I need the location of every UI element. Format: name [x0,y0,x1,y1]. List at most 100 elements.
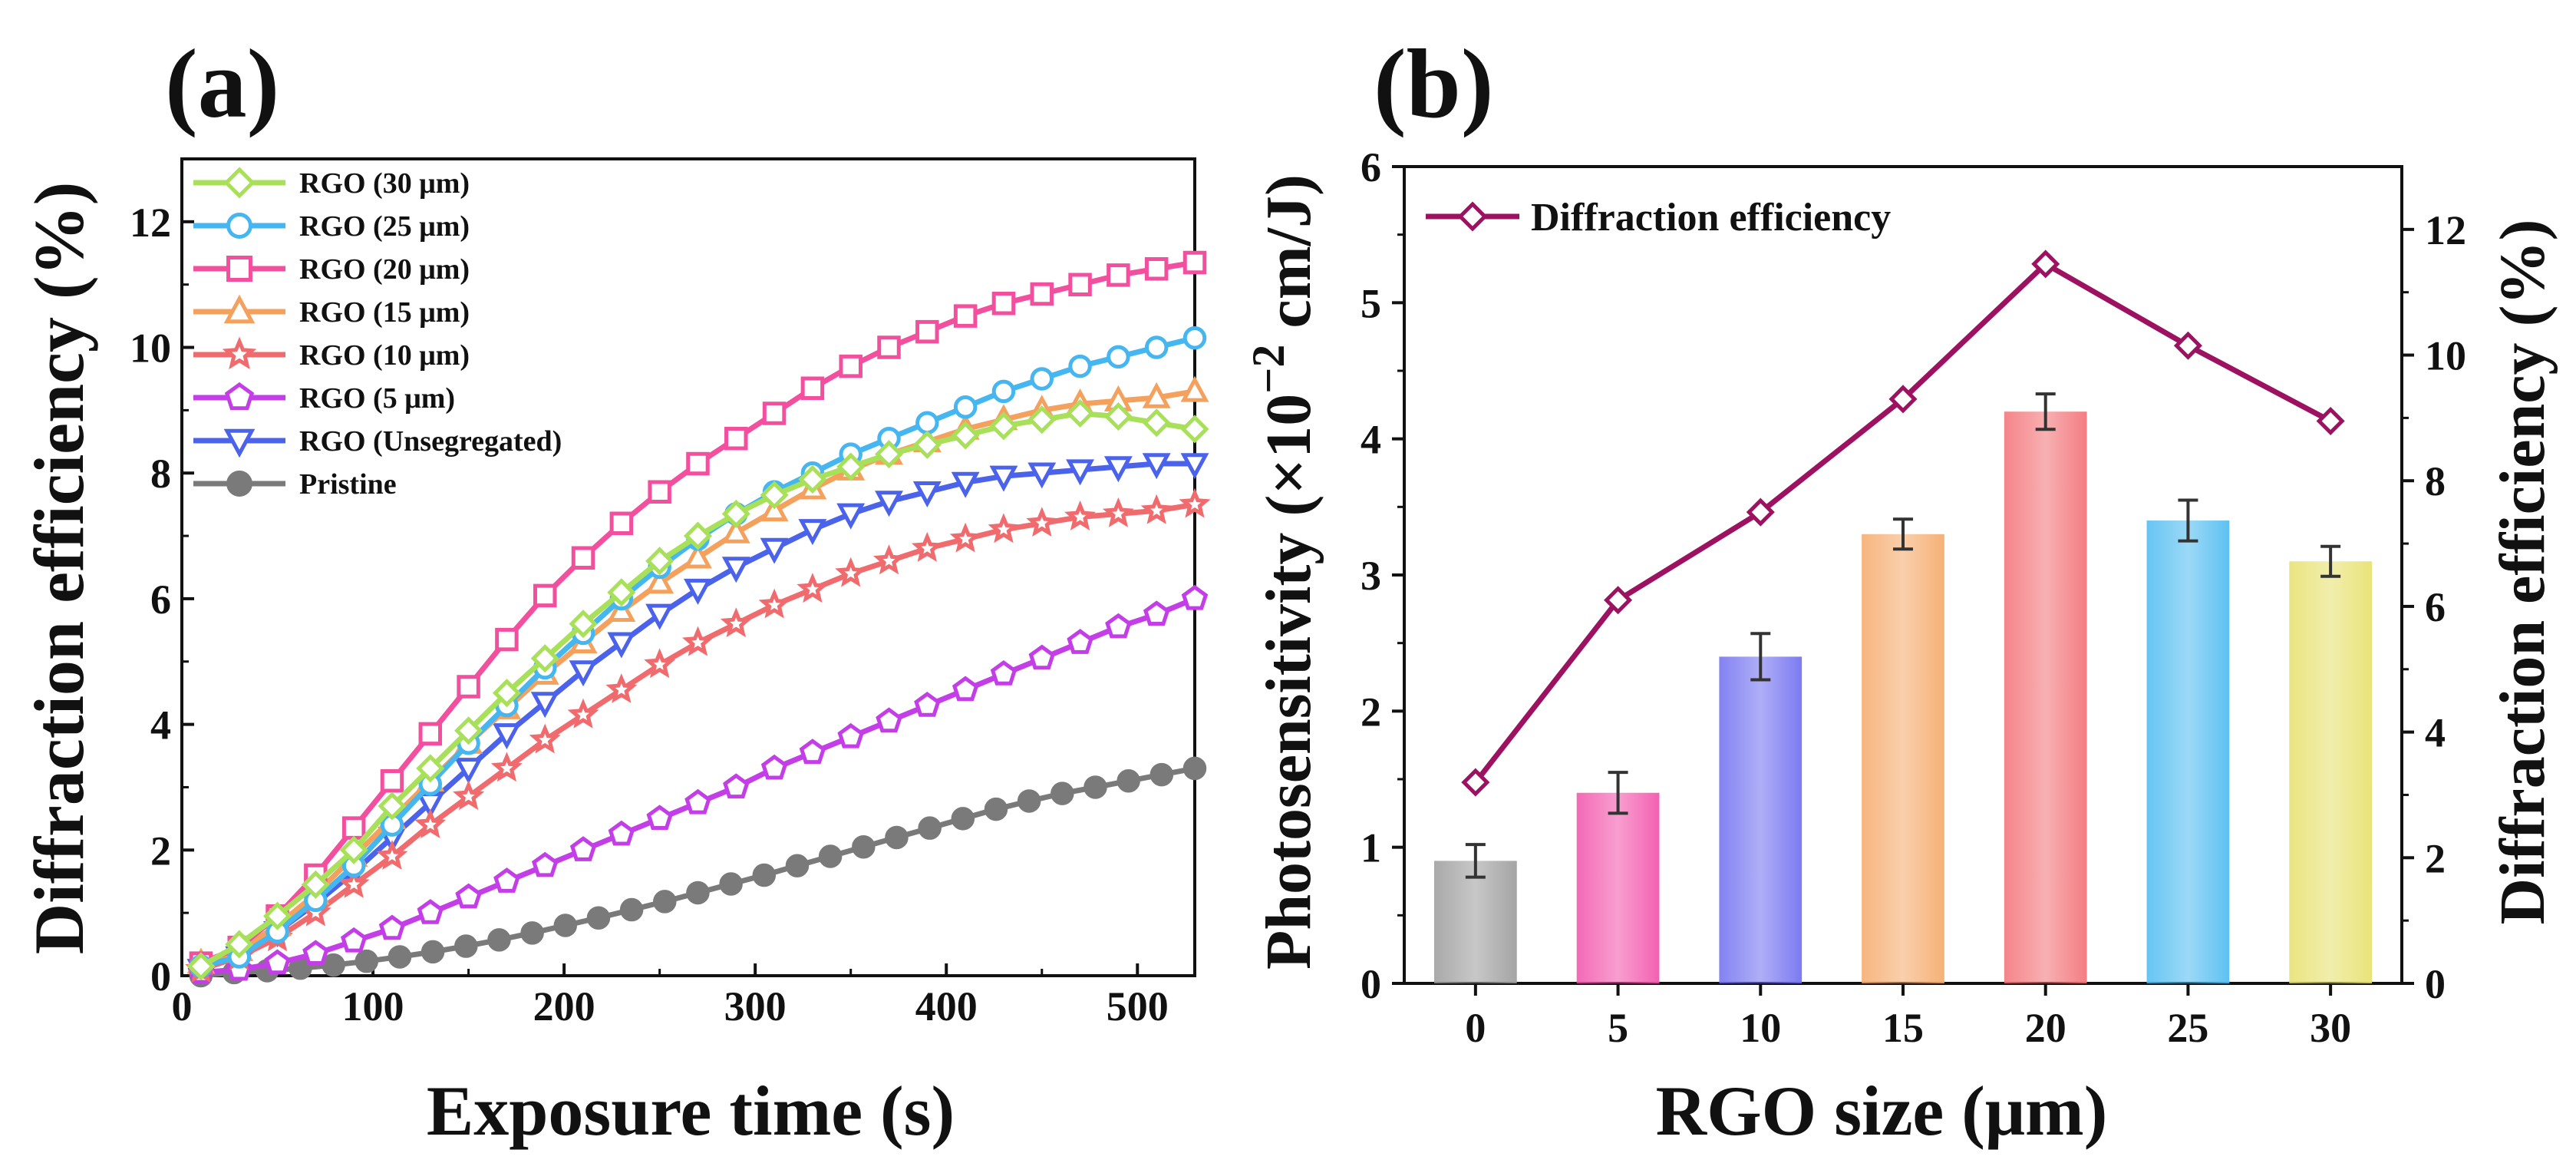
panel-a-data-point [619,897,644,922]
panel-a-data-point [339,835,368,864]
panel-b-line-point [1888,385,1918,414]
panel-a-data-point [376,839,408,870]
panel-b-y-tick-label: 6 [1361,144,1381,190]
panel-a-data-point [875,491,903,517]
panel-a-data-point [912,481,942,508]
panel-a-data-point [569,836,597,861]
panel-b-line-point [1746,497,1775,527]
panel-a-data-point [721,499,750,528]
panel-a-data-point [492,723,521,750]
panel-a-data-point [799,738,826,765]
panel-a-data-point [607,578,636,607]
panel-a-data-point [1030,282,1054,306]
panel-a-data-point [1067,629,1093,654]
panel-a-data-point [1017,789,1041,813]
panel-b-y-tick-label: 5 [1361,280,1381,326]
panel-a-data-point [454,934,478,958]
panel-b-y2-tick-label: 2 [2425,835,2446,881]
panel-a-data-point [818,844,843,868]
panel-a-y-tick-label: 2 [150,828,171,874]
panel-a-data-point [914,692,941,717]
panel-a-data-point [1068,273,1092,296]
panel-a-y-axis-title: Diffraction efficiency (%) [20,182,98,954]
panel-a-data-point [797,573,829,603]
panel-a-data-point [421,940,445,964]
panel-a-data-point [1103,456,1133,483]
panel-a-data-point [952,676,979,702]
panel-b-bar [2004,411,2087,983]
panel-a-data-point [877,335,901,359]
panel-a-data-point [529,723,561,754]
panel-b-y-tick-label: 1 [1361,825,1381,871]
panel-a-data-point [762,401,787,425]
panel-a-data-point [1149,762,1174,787]
panel-a-legend-marker [224,382,255,411]
panel-a-x-tick-label: 500 [1107,983,1169,1029]
panel-a-data-point [302,940,329,965]
panel-a-data-point [874,440,904,469]
panel-a-data-point [646,805,673,830]
panel-a-data-point [378,914,406,940]
panel-a-data-point [1182,326,1207,350]
panel-a-data-point [876,707,902,733]
panel-b-y2-tick-label: 6 [2425,584,2446,630]
panel-a-data-point [1144,335,1169,359]
panel-a-data-point [1064,500,1096,530]
panel-a-data-point [915,411,939,435]
panel-b-line-point [2316,406,2345,436]
panel-a-x-axis-title: Exposure time (s) [427,1072,955,1150]
panel-a-data-point [911,531,943,562]
panel-a-data-point [885,825,909,850]
panel-a-legend-label: RGO (10 μm) [299,339,470,372]
panel-a-data-point [1107,345,1130,369]
panel-a-data-point [1182,756,1207,781]
panel-a-legend-label: RGO (30 μm) [299,167,470,200]
panel-a-data-point [785,854,810,878]
panel-a-data-point [571,546,595,570]
panel-b-x-tick-label: 25 [2167,1005,2208,1051]
panel-a-data-point [609,511,634,535]
panel-b-y-axis-title-suffix: cm/J) [1253,174,1324,345]
panel-b-x-tick-label: 5 [1608,1005,1628,1051]
panel-b-bar [1862,534,1944,983]
panel-a-data-point [225,930,254,959]
panel-a-data-point [380,769,404,793]
panel-a-data-point [1026,507,1058,537]
panel-a-y-tick-label: 8 [150,451,171,497]
panel-a-data-point [520,921,544,945]
panel-a-x-tick-label: 200 [533,983,595,1029]
panel-a-data-point [301,870,330,899]
panel-a-legend-marker [226,213,252,239]
panel-a-data-point [684,542,712,569]
panel-a-data-point [837,722,864,748]
panel-a-legend-label: RGO (20 μm) [299,253,470,286]
panel-a-data-point [951,421,980,450]
panel-a-data-point [1179,487,1211,518]
panel-a-data-point [915,319,939,344]
panel-b-bar [2146,520,2230,983]
panel-a-data-point [338,867,370,898]
panel-a-data-point [1181,584,1209,610]
panel-a-x-tick-label: 0 [172,983,193,1029]
panel-a-data-point [414,808,447,838]
panel-a-data-point [1068,354,1092,378]
panel-a-legend-label: RGO (15 μm) [299,296,470,329]
panel-a-data-point [417,899,444,924]
panel-b-y-axis-title-exponent: −2 [1243,345,1294,394]
panel-a-data-point [487,928,511,952]
panel-a-data-point [648,480,671,504]
panel-a-legend-label: RGO (25 μm) [299,210,470,243]
panel-a-data-point [1102,497,1134,527]
panel-a-y-tick-label: 12 [130,200,171,246]
panel-a-data-point [760,537,789,564]
panel-a-data-point [1027,462,1057,489]
panel-a-data-point [1143,600,1170,626]
panel-a-data-point [953,304,978,328]
panel-a-data-point [264,949,291,975]
panel-b-line-point [2031,249,2060,279]
panel-a-data-point [492,679,521,708]
panel-a-x-tick-label: 400 [915,983,978,1029]
panel-a-data-point [645,547,675,576]
panel-a-data-point [531,851,559,877]
